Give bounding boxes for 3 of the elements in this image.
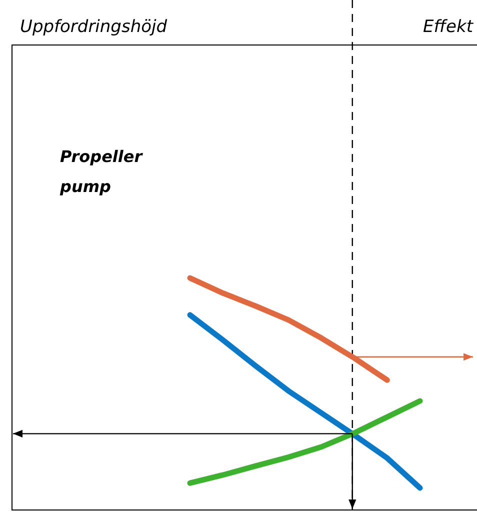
text: Propeller pump [59, 147, 144, 196]
text: Uppfordringshöjd [20, 17, 168, 37]
text: Effekt [423, 17, 474, 37]
